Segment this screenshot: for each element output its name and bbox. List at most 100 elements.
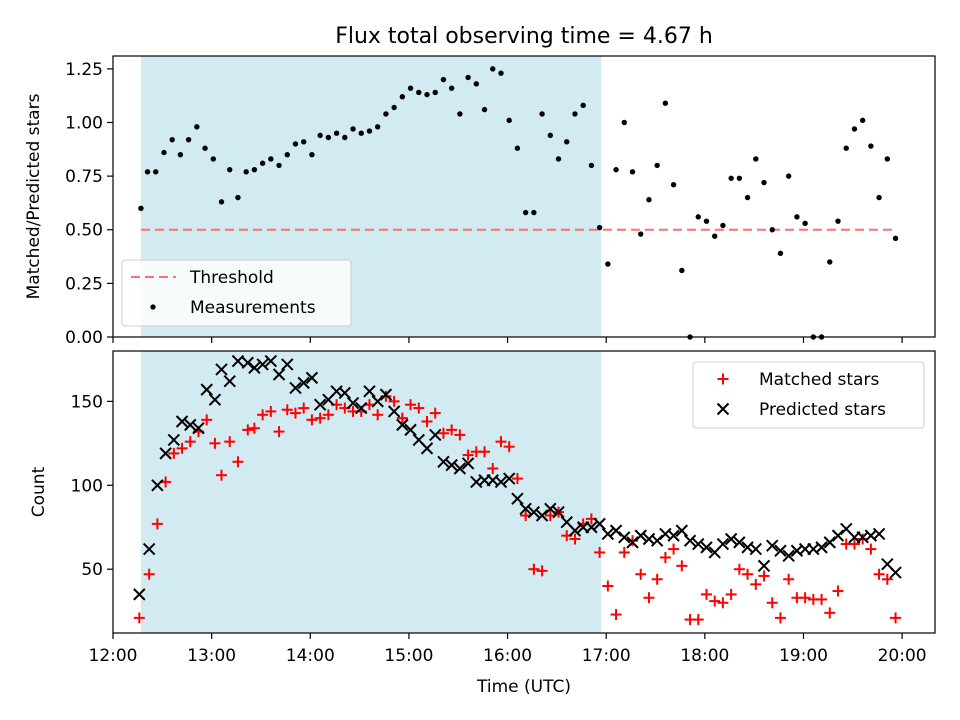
y-tick-label: 0.00: [65, 328, 103, 348]
measurement-point: [785, 173, 792, 179]
measurement-point: [374, 124, 381, 130]
predicted-star-point: [568, 524, 582, 537]
measurement-point: [194, 124, 200, 130]
predicted-star-point: [215, 363, 228, 376]
measurement-point: [662, 100, 669, 106]
matched-star-point: [511, 473, 523, 485]
predicted-legend-label: Predicted stars: [759, 400, 886, 420]
matched-star-point: [816, 593, 828, 605]
y-tick-label: 0.75: [65, 167, 103, 187]
measurement-point: [416, 89, 422, 96]
matched-star-point: [742, 568, 754, 580]
measurement-point: [350, 126, 356, 132]
measurement-point: [761, 179, 767, 186]
predicted-star-point: [297, 376, 310, 390]
y-tick-label: 0.50: [65, 221, 103, 241]
matched-star-point: [151, 518, 163, 530]
matched-star-point: [594, 546, 606, 558]
measurement-point: [407, 85, 414, 91]
predicted-star-point: [445, 458, 458, 472]
chart-title: Flux total observing time = 4.67 h: [335, 24, 713, 49]
matched-star-point: [700, 588, 712, 600]
predicted-star-point: [552, 505, 565, 519]
measurement-point: [588, 162, 595, 169]
predicted-star-point: [585, 521, 598, 534]
predicted-star-point: [527, 505, 541, 519]
measurement-point: [144, 169, 151, 175]
matched-star-point: [799, 592, 811, 604]
matched-star-point: [725, 588, 737, 600]
measurement-point: [490, 66, 496, 72]
predicted-star-point: [650, 534, 664, 547]
predicted-star-point: [346, 396, 360, 410]
matched-star-point: [322, 409, 334, 421]
y-tick-label: 150: [71, 392, 103, 412]
matched-legend-swatch: [717, 373, 729, 385]
measurement-point: [892, 235, 899, 242]
matched-star-point: [306, 414, 318, 426]
measurement-point: [432, 89, 438, 96]
predicted-star-point: [355, 401, 368, 415]
predicted-star-point: [192, 422, 205, 435]
measurement-point: [358, 130, 364, 136]
measurement-point: [227, 166, 233, 173]
measurement-point: [613, 166, 619, 173]
top-panel: 0.00 0.25 0.50 0.75 1.00 1.25 Matched/Predict…: [24, 55, 936, 348]
measurement-point: [514, 145, 521, 151]
predicted-star-point: [872, 527, 886, 541]
matched-star-point: [766, 597, 778, 609]
predicted-star-point: [223, 375, 236, 388]
measurement-point: [679, 267, 685, 274]
predicted-star-point: [371, 395, 384, 408]
matched-star-point: [216, 469, 228, 481]
predicted-star-point: [700, 541, 713, 554]
predicted-star-point: [815, 541, 828, 554]
matched-star-point: [454, 429, 466, 441]
predicted-star-point: [167, 433, 181, 447]
measurement-point: [851, 126, 858, 132]
bottom-y-axis: 50 100 150: [71, 392, 113, 580]
matched-star-point: [133, 612, 145, 624]
matched-star-point: [635, 568, 647, 580]
measurement-point: [440, 76, 447, 83]
measurement-point: [835, 218, 841, 224]
matched-star-point: [314, 412, 326, 424]
matched-legend-marker: [717, 373, 729, 385]
predicted-star-point: [429, 428, 442, 442]
matched-star-point: [413, 402, 425, 414]
measurement-point: [465, 74, 471, 81]
top-legend: Threshold Measurements: [121, 259, 352, 327]
predicted-star-point: [593, 517, 606, 531]
matched-star-point: [733, 563, 745, 575]
predicted-star-point: [289, 381, 302, 395]
matched-star-point: [602, 580, 614, 592]
predicted-star-point: [363, 385, 376, 398]
measurement-point: [703, 218, 710, 224]
matched-star-point: [692, 614, 704, 626]
measurement-point: [868, 143, 874, 149]
measurement-point: [555, 156, 562, 162]
predicted-star-point: [151, 479, 164, 492]
predicted-star-point: [544, 502, 557, 515]
y-tick-label: 0.25: [65, 274, 103, 294]
predicted-star-point: [831, 529, 845, 542]
predicted-star-point: [404, 423, 417, 437]
measurement-point: [638, 231, 644, 237]
measurement-point: [383, 111, 389, 117]
matched-star-point: [865, 543, 877, 555]
matched-star-point: [168, 447, 180, 459]
measurement-point: [210, 156, 216, 162]
matched-legend-label: Matched stars: [759, 370, 879, 390]
predicted-star-point: [782, 549, 795, 562]
predicted-star-point: [757, 559, 771, 573]
measurement-point: [539, 111, 545, 117]
measurements-legend-label: Measurements: [190, 298, 316, 318]
measurement-point: [522, 209, 529, 216]
predicted-star-point: [387, 405, 401, 418]
predicted-star-point: [313, 398, 327, 411]
predicted-star-point: [724, 532, 738, 546]
x-tick-label: 12:00: [89, 646, 138, 666]
measurement-point: [531, 209, 537, 216]
measurement-point: [794, 214, 800, 220]
threshold-legend-label: Threshold: [189, 268, 274, 288]
